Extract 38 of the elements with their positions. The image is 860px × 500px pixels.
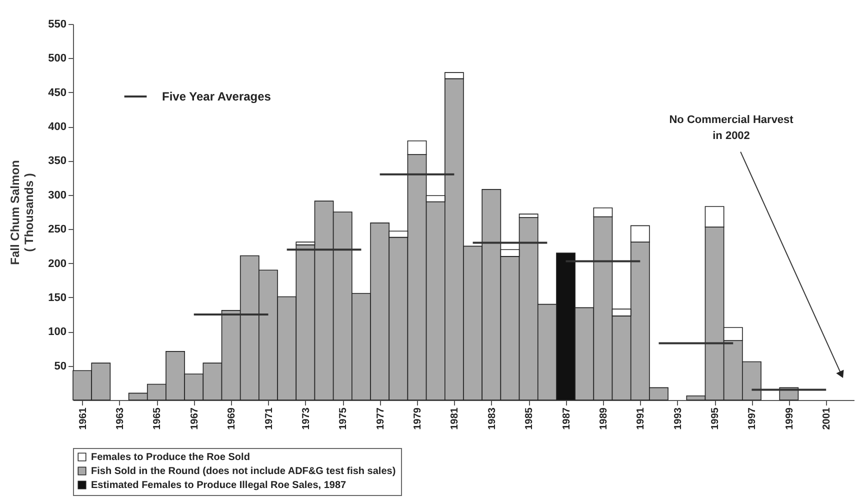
x-tick-label: 1991 (636, 407, 647, 430)
x-tick-label: 1983 (486, 407, 498, 430)
legend-label: Fish Sold in the Round (does not include ADF&G test fish sales) (91, 466, 396, 477)
y-tick-label: 450 (48, 86, 66, 99)
x-tick-label: 1997 (747, 407, 758, 430)
x-tick-label: 1965 (152, 407, 164, 430)
x-tick-label: 1967 (189, 407, 200, 430)
x-tick-label: 1989 (598, 407, 610, 430)
y-tick-label: 500 (48, 52, 66, 65)
y-tick-label: 200 (48, 258, 66, 270)
x-tick-label: 1969 (226, 407, 238, 430)
y-tick-label: 50 (54, 360, 66, 372)
y-tick-label: 350 (48, 155, 66, 168)
x-tick-label: 1973 (300, 407, 312, 430)
legend-label: Females to Produce the Roe Sold (91, 452, 250, 463)
y-tick-label: 250 (48, 224, 66, 236)
y-tick-label: 400 (48, 121, 66, 134)
x-tick-label: 2001 (822, 407, 833, 430)
annotation: No Commercial Harvest in 2002 (669, 114, 794, 142)
x-tick-label: 1971 (264, 407, 275, 430)
legend-label: Estimated Females to Produce Illegal Roe Sales, 1987 (91, 480, 347, 491)
x-tick-label: 1987 (561, 407, 572, 430)
x-tick-label: 1993 (672, 407, 684, 430)
x-tick-label: 1963 (114, 407, 126, 430)
legend-label: Five Year Averages (162, 90, 272, 104)
x-tick-label: 1985 (524, 407, 536, 430)
y-tick-label: 300 (48, 189, 66, 202)
x-tick-label: 1981 (450, 407, 461, 430)
x-tick-label: 1975 (338, 407, 350, 430)
x-tick-label: 1999 (784, 407, 796, 430)
x-tick-label: 1979 (412, 407, 424, 430)
y-tick-label: 550 (48, 18, 66, 30)
y-tick-label: 100 (48, 326, 66, 338)
x-tick-label: 1995 (710, 407, 722, 430)
x-tick-label: 1977 (375, 407, 386, 430)
x-tick-label: 1961 (78, 407, 89, 430)
y-tick-label: 150 (48, 292, 66, 304)
y-axis-title: Fall Chum Salmon ( Thousands ) (8, 160, 36, 265)
